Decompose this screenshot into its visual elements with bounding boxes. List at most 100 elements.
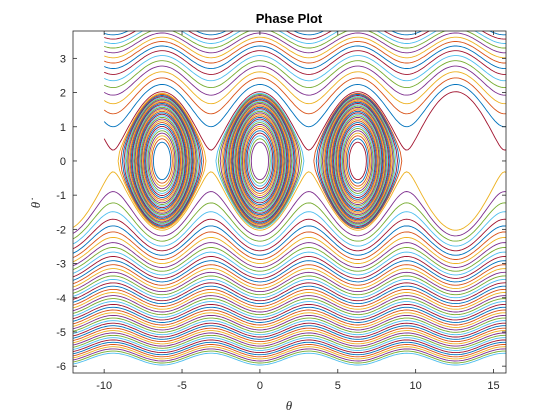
libration-orbit <box>325 101 391 221</box>
libration-orbit <box>333 112 383 210</box>
y-tick-label: -4 <box>56 293 66 305</box>
rotation-curve-lower <box>73 306 506 323</box>
libration-orbit <box>149 135 175 187</box>
rotation-curve-lower <box>73 260 506 283</box>
libration-orbit <box>231 106 289 216</box>
libration-orbit <box>317 95 398 227</box>
libration-orbit <box>250 141 269 181</box>
y-tick-label: -3 <box>56 259 66 271</box>
rotation-curve-lower <box>73 341 506 356</box>
rotation-curve-lower <box>73 352 506 366</box>
libration-orbit <box>217 94 302 228</box>
libration-orbit <box>324 100 392 222</box>
rotation-curve-upper <box>103 77 506 115</box>
y-axis: -6 -5 -4 -3 -2 -1 0 1 2 3 <box>56 53 506 373</box>
y-axis-label: θ̇ <box>28 198 43 208</box>
rotation-curve-upper <box>104 41 506 64</box>
chart-title: Phase Plot <box>256 11 323 26</box>
rotation-curve-lower <box>73 330 506 345</box>
libration-orbit <box>239 120 280 202</box>
libration-orbit <box>219 95 301 227</box>
rotation-curve-lower <box>73 251 506 276</box>
rotation-curve-lower <box>73 242 506 268</box>
libration-orbit <box>343 130 373 192</box>
libration-orbit <box>315 94 400 228</box>
libration-orbit <box>340 125 375 196</box>
rotation-curve-lower <box>73 322 506 338</box>
libration-orbit <box>134 108 190 214</box>
libration-orbit <box>140 116 184 205</box>
libration-orbit <box>229 104 291 218</box>
rotation-curve-lower <box>73 256 506 279</box>
libration-orbit <box>323 99 393 223</box>
rotation-curve-lower <box>73 317 506 333</box>
rotation-curve-lower <box>73 225 506 256</box>
rotation-curve-upper <box>103 84 506 128</box>
x-axis-label: θ <box>286 398 293 413</box>
libration-orbit <box>234 110 286 211</box>
libration-orbit <box>222 97 298 225</box>
rotation-curve-lower <box>73 236 506 265</box>
rotation-curve-lower <box>73 339 506 354</box>
libration-orbit <box>313 92 403 229</box>
y-tick-label: 3 <box>60 53 66 65</box>
libration-orbit <box>123 96 201 226</box>
rotation-curve-upper <box>104 50 506 75</box>
libration-orbit <box>319 96 397 226</box>
libration-orbit <box>236 113 284 209</box>
rotation-curve-upper <box>104 55 506 82</box>
rotation-curve-lower <box>73 295 506 313</box>
libration-orbit <box>335 116 380 205</box>
libration-orbit <box>337 120 378 202</box>
rotation-curve-upper <box>103 65 506 96</box>
rotation-curve-lower <box>73 309 506 326</box>
libration-orbit <box>237 116 282 205</box>
x-tick-label: 15 <box>487 380 499 392</box>
libration-orbit <box>249 138 271 184</box>
y-tick-label: 2 <box>60 88 66 100</box>
rotation-curve-upper <box>103 60 506 89</box>
libration-orbit <box>320 97 395 225</box>
libration-orbit <box>348 141 367 181</box>
libration-orbit <box>328 105 388 217</box>
libration-orbit <box>347 138 369 184</box>
x-tick-label: 5 <box>335 380 341 392</box>
rotation-curve-lower <box>73 344 506 358</box>
rotation-curve-lower <box>73 325 506 340</box>
libration-orbit <box>334 115 381 207</box>
libration-orbit <box>146 128 178 194</box>
rotation-curve-upper <box>104 45 506 70</box>
libration-orbit <box>241 123 278 198</box>
libration-orbit <box>330 108 386 214</box>
rotation-curve-upper <box>104 31 506 49</box>
rotation-curve-lower <box>73 278 506 299</box>
rotation-curve-lower <box>73 334 506 349</box>
libration-orbit <box>121 95 203 227</box>
rotation-curve-lower <box>73 337 506 351</box>
libration-orbit <box>215 92 305 229</box>
libration-orbit <box>344 132 372 190</box>
libration-orbit <box>329 106 387 216</box>
libration-orbit <box>124 97 200 225</box>
rotation-curve-lower <box>73 271 506 293</box>
libration-orbit <box>228 103 292 219</box>
y-tick-label: -2 <box>56 224 66 236</box>
libration-orbit <box>152 141 172 181</box>
rotation-curve-lower <box>73 275 506 296</box>
libration-orbit <box>225 99 295 223</box>
rotation-curve-lower <box>73 264 506 286</box>
libration-orbit <box>145 125 179 196</box>
rotation-curve-upper <box>103 71 506 105</box>
libration-orbit <box>138 113 186 209</box>
libration-orbit <box>131 104 193 218</box>
libration-orbit <box>223 98 296 224</box>
libration-orbit <box>129 101 195 221</box>
libration-orbit <box>144 123 181 198</box>
libration-orbit <box>141 118 184 204</box>
rotation-curve-lower <box>73 292 506 310</box>
x-axis: -10 -5 0 5 10 15 <box>96 31 500 392</box>
libration-orbit <box>148 132 176 190</box>
x-tick-label: -10 <box>96 380 112 392</box>
libration-orbit <box>232 108 288 214</box>
